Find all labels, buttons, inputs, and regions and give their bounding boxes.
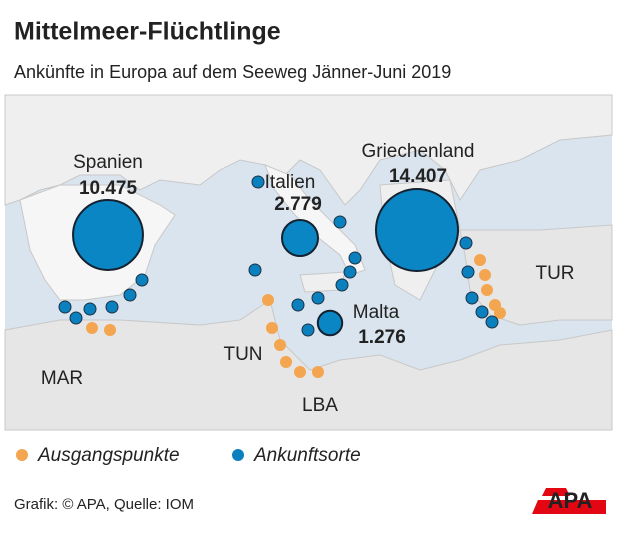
origin-point xyxy=(294,366,306,378)
arrival-point xyxy=(58,300,72,314)
origin-point xyxy=(262,294,274,306)
route-points xyxy=(58,175,506,378)
land-north xyxy=(4,94,613,206)
country-label: TUR xyxy=(535,263,574,284)
bubble-label: 10.475 xyxy=(79,178,138,199)
bubble xyxy=(72,199,144,271)
source: Grafik: © APA, Quelle: IOM xyxy=(14,496,194,513)
arrival-point xyxy=(83,302,97,316)
origin-point xyxy=(86,322,98,334)
country-label: LBA xyxy=(302,395,338,416)
bubble xyxy=(280,218,320,258)
origin-point xyxy=(104,324,116,336)
origin-point xyxy=(494,307,506,319)
bubble xyxy=(316,309,344,337)
logo-mark xyxy=(532,488,606,514)
arrival-point xyxy=(301,323,315,337)
arrival-point xyxy=(459,236,473,250)
bubble-name: Italien xyxy=(265,172,316,193)
origin-point xyxy=(274,339,286,351)
origin-point xyxy=(481,284,493,296)
title: Mittelmeer-Flüchtlinge xyxy=(14,18,281,46)
arrival-point xyxy=(291,298,305,312)
arrival-point xyxy=(135,273,149,287)
country-label: MAR xyxy=(41,368,83,389)
arrival-point xyxy=(105,300,119,314)
origin-point xyxy=(280,356,292,368)
bubble-label: 2.779 xyxy=(274,194,322,215)
arrival-point xyxy=(335,278,349,292)
subtitle: Ankünfte in Europa auf dem Seeweg Jänner… xyxy=(14,62,451,82)
arrival-point xyxy=(485,315,499,329)
land-south xyxy=(4,299,613,431)
legend-swatch xyxy=(16,449,28,461)
legend-label: Ankunftsorte xyxy=(253,445,361,466)
arrival-point xyxy=(333,215,347,229)
arrival-point xyxy=(343,265,357,279)
origin-point xyxy=(266,322,278,334)
arrival-point xyxy=(123,288,137,302)
arrival-point xyxy=(465,291,479,305)
origin-point xyxy=(474,254,486,266)
arrival-point xyxy=(348,251,362,265)
logo: APA xyxy=(548,488,593,513)
bubble-name: Spanien xyxy=(73,152,143,173)
bubble-name: Malta xyxy=(353,302,400,323)
arrival-point xyxy=(311,291,325,305)
origin-point xyxy=(479,269,491,281)
bubble-label: 1.276 xyxy=(358,327,406,348)
italy xyxy=(264,164,366,276)
arrival-point xyxy=(251,175,265,189)
country-label: TUN xyxy=(223,344,262,365)
bubbles xyxy=(72,188,459,337)
bubble xyxy=(375,188,459,272)
arrival-point xyxy=(69,311,83,325)
arrival-point xyxy=(461,265,475,279)
legend-label: Ausgangspunkte xyxy=(37,445,180,466)
origin-point xyxy=(312,366,324,378)
arrival-point xyxy=(248,263,262,277)
legend-swatch xyxy=(232,449,244,461)
arrival-point xyxy=(475,305,489,319)
bubble-label: 14.407 xyxy=(389,166,447,187)
bubble-name: Griechenland xyxy=(361,141,474,162)
